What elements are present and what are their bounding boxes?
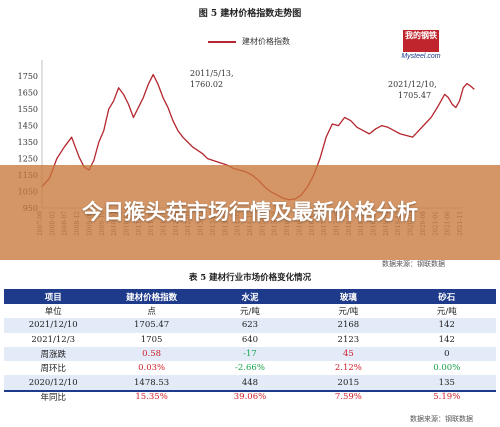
table-cell: 15.35% xyxy=(102,389,201,405)
table-cell: 142 xyxy=(397,332,496,347)
table-cell: 7.59% xyxy=(299,389,398,405)
table-row: 单位点元/吨 元/吨 元/吨 xyxy=(4,304,496,319)
mysteel-logo: 我的钢铁 Mysteel.com xyxy=(395,30,447,64)
table-cell: 元/吨 xyxy=(200,304,300,319)
table-cell: 0.03% xyxy=(102,361,201,376)
figure-title: 图 5 建材价格指数走势图 xyxy=(198,9,302,19)
table-cell: 2021/12/10 xyxy=(4,318,103,333)
table-cell: 2168 xyxy=(299,318,398,333)
y-tick-label: 1550 xyxy=(18,105,38,114)
table-cell: 点 xyxy=(102,304,201,319)
table-cell: 年同比 xyxy=(4,389,103,405)
table-title: 表 5 建材行业市场价格变化情况 xyxy=(188,273,312,283)
table-cell: 142 xyxy=(397,318,496,333)
table-cell: 39.06% xyxy=(200,389,300,405)
table-cell: 2123 xyxy=(299,332,398,347)
table-cell: 2015 xyxy=(299,375,398,390)
y-tick-label: 1250 xyxy=(18,155,38,164)
table-cell: 元/吨 xyxy=(397,304,496,319)
table-cell: 0.58 xyxy=(102,346,201,362)
table-cell: 2020/12/10 xyxy=(4,375,103,390)
table-cell: 45 xyxy=(299,346,398,362)
table-cell: 单位 xyxy=(4,304,103,319)
title-banner: 今日猴头菇市场行情及最新价格分析 xyxy=(0,165,500,260)
table-cell: 1705 xyxy=(102,332,201,347)
y-tick-label: 1650 xyxy=(18,89,38,98)
table-cell: 1478.53 xyxy=(102,375,201,390)
table-row: 2021/12/3 1705 640 2123 142 xyxy=(4,332,496,347)
header-cell: 砂石 xyxy=(397,289,496,304)
table-row: 周环比 0.03% -2.66% 2.12% 0.00% xyxy=(4,361,496,376)
annotation-2011-peak: 2011/5/13, 1760.02 xyxy=(190,69,234,89)
table-cell: 5.19% xyxy=(397,389,496,405)
chart-legend: 建材价格指数 xyxy=(208,36,290,47)
table-cell: 623 xyxy=(200,318,300,333)
table-cell: 0 xyxy=(397,346,496,362)
y-tick-label: 1750 xyxy=(18,72,38,81)
table-body: 单位点元/吨 元/吨 元/吨 2021/12/10 1705.47 623 2168 142 2… xyxy=(4,304,496,405)
header-cell: 项目 xyxy=(4,289,103,304)
table-cell: 2.12% xyxy=(299,361,398,376)
table-source: 数据来源：钢联数据 xyxy=(410,415,473,423)
table-cell: 元/吨 xyxy=(299,304,398,319)
table-cell: -17 xyxy=(200,346,300,362)
table-cell: 640 xyxy=(200,332,300,347)
table-cell: 0.00% xyxy=(397,361,496,376)
header-cell: 玻璃 xyxy=(299,289,398,304)
header-cell: 建材价格指数 xyxy=(102,289,201,304)
table-cell: 周涨跌 xyxy=(4,346,103,362)
table-cell: 2021/12/3 xyxy=(4,332,103,347)
table-bottom-rule xyxy=(4,390,496,392)
logo-text: Mysteel.com xyxy=(401,53,441,60)
y-tick-label: 1450 xyxy=(18,122,38,131)
table-cell: 135 xyxy=(397,375,496,390)
table-row: 2020/12/10 1478.53 448 2015 135 xyxy=(4,375,496,390)
header-cell: 水泥 xyxy=(200,289,300,304)
figure-source: 数据来源：钢联数据 xyxy=(382,260,445,268)
banner-title: 今日猴头菇市场行情及最新价格分析 xyxy=(82,200,418,224)
table-row: 年同比 15.35% 39.06% 7.59% 5.19% xyxy=(4,389,496,405)
price-table: 项目 建材价格指数 水泥 玻璃 砂石 单位点元/吨 元/吨 元/吨 2021/12/1… xyxy=(4,289,496,405)
table-header-row: 项目 建材价格指数 水泥 玻璃 砂石 xyxy=(4,289,496,304)
legend-label: 建材价格指数 xyxy=(242,37,290,46)
table-row: 周涨跌 0.58 -17 45 0 xyxy=(4,346,496,362)
legend-swatch xyxy=(208,40,236,43)
table-cell: 1705.47 xyxy=(102,318,201,333)
table-row: 2021/12/10 1705.47 623 2168 142 xyxy=(4,318,496,333)
table-cell: -2.66% xyxy=(200,361,300,376)
y-tick-label: 1350 xyxy=(18,138,38,147)
annotation-2021-peak: 2021/12/10, 1705.47 xyxy=(388,80,437,100)
table-cell: 448 xyxy=(200,375,300,390)
logo-mark: 我的钢铁 xyxy=(403,30,439,52)
table-cell: 周环比 xyxy=(4,361,103,376)
